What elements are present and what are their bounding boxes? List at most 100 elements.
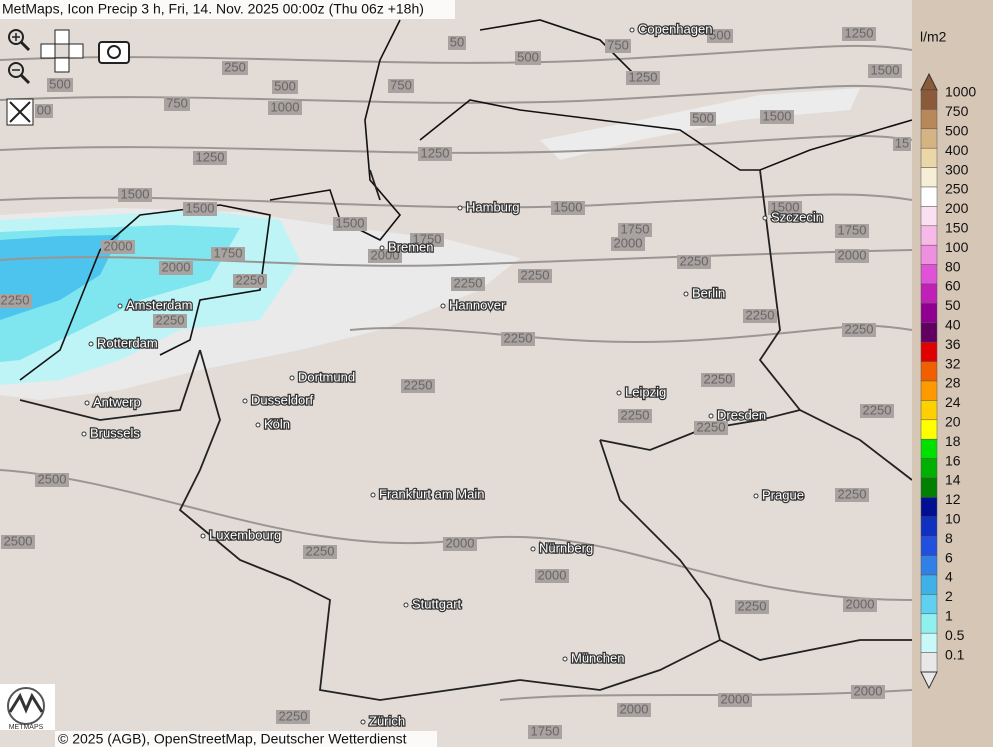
contour-label-bg xyxy=(193,151,227,165)
legend-swatch xyxy=(920,89,938,110)
contour-label: 1250 xyxy=(845,25,874,40)
city-dot xyxy=(379,245,385,251)
zoom-out[interactable] xyxy=(8,62,31,85)
contour-label-bg xyxy=(118,188,152,202)
zoom-in[interactable] xyxy=(8,29,31,52)
legend-label: 1 xyxy=(945,608,953,624)
legend-label: 150 xyxy=(945,220,969,236)
contour-label-bg xyxy=(35,104,53,118)
legend-swatch xyxy=(920,283,938,304)
contour-label: 500 xyxy=(49,76,71,91)
city-dot xyxy=(753,493,759,499)
city-dot xyxy=(683,291,689,297)
contour-label-bg xyxy=(183,202,217,216)
legend-unit: l/m2 xyxy=(920,29,947,45)
legend-swatch xyxy=(920,419,938,440)
city-dot xyxy=(117,303,123,309)
legend-swatch xyxy=(920,109,938,130)
legend-label: 2 xyxy=(945,588,953,604)
contour-label-bg xyxy=(515,51,541,65)
contour-label-bg xyxy=(835,249,869,263)
contour-label: 2250 xyxy=(1,292,30,307)
contour-label-bg xyxy=(707,29,733,43)
city-label: Prague xyxy=(762,487,804,502)
coastline xyxy=(19,19,913,381)
contour-label-bg xyxy=(551,201,585,215)
contour-label-bg xyxy=(233,274,267,288)
contour-label: 2250 xyxy=(704,371,733,386)
contour-label-bg xyxy=(418,147,452,161)
city-dot xyxy=(289,375,295,381)
city-label: Luxembourg xyxy=(209,527,281,542)
contour-label: 2000 xyxy=(721,691,750,706)
contour-label: 1750 xyxy=(214,245,243,260)
contour-label-bg xyxy=(518,269,552,283)
contour-label-bg xyxy=(535,569,569,583)
legend-swatch xyxy=(920,652,938,673)
fullscreen-button[interactable] xyxy=(6,98,34,126)
legend-swatch xyxy=(920,477,938,498)
city-label: Dortmund xyxy=(298,369,355,384)
contour-label-bg xyxy=(735,600,769,614)
city-label: Amsterdam xyxy=(126,297,192,312)
cities: Copenhagen Hamburg Bremen Szczecin Amsterdam… xyxy=(81,20,824,730)
legend-label: 60 xyxy=(945,278,961,294)
legend-swatch xyxy=(920,535,938,556)
contour-label: 2250 xyxy=(838,486,867,501)
contour-label: 1500 xyxy=(186,200,215,215)
legend-label: 40 xyxy=(945,317,961,333)
contour-label: 50 xyxy=(450,34,464,49)
city-label: Rotterdam xyxy=(97,335,158,350)
legend-label: 0.5 xyxy=(945,627,965,643)
contour-label: 2000 xyxy=(838,247,867,262)
contour-label: 2250 xyxy=(454,275,483,290)
legend-swatch xyxy=(920,574,938,595)
contour-label-bg xyxy=(611,237,645,251)
contour-label: 1500 xyxy=(771,199,800,214)
contour-label: 750 xyxy=(166,95,188,110)
contour-label-bg xyxy=(618,223,652,237)
contour-label-bg xyxy=(272,80,298,94)
city-dot xyxy=(530,546,536,552)
legend-label: 32 xyxy=(945,355,961,371)
contour-label: 2250 xyxy=(863,402,892,417)
contour-label: 750 xyxy=(607,37,629,52)
pan-control[interactable] xyxy=(40,29,84,73)
city-label: Leipzig xyxy=(625,384,666,399)
contour-label: 2250 xyxy=(746,307,775,322)
contour-label: 1750 xyxy=(413,231,442,246)
legend-swatch xyxy=(920,380,938,401)
city-dot xyxy=(255,422,261,428)
legend-label: 50 xyxy=(945,297,961,313)
contour-label: 2000 xyxy=(538,567,567,582)
contour-label: 00 xyxy=(37,102,51,117)
city-label: Nürnberg xyxy=(539,540,593,555)
logo-text: METMAPS xyxy=(9,724,44,731)
contour-label: 2250 xyxy=(156,312,185,327)
contour-label: 2250 xyxy=(504,330,533,345)
contour-label: 500 xyxy=(692,110,714,125)
city-label: Zürich xyxy=(369,713,405,728)
legend-label: 1000 xyxy=(945,84,976,100)
contour-label-bg xyxy=(690,112,716,126)
screenshot-button[interactable] xyxy=(98,41,130,64)
contour-label-bg xyxy=(448,36,466,50)
legend-label: 80 xyxy=(945,258,961,274)
city-dot xyxy=(81,431,87,437)
city-dot xyxy=(457,205,463,211)
legend-label: 500 xyxy=(945,123,969,139)
legend-label: 100 xyxy=(945,239,969,255)
contour-label-bg xyxy=(605,39,631,53)
contour-label-bg xyxy=(211,247,245,261)
legend-label: 250 xyxy=(945,181,969,197)
city-label: Köln xyxy=(264,416,290,431)
contour-label-bg xyxy=(268,101,302,115)
contour-label-bg xyxy=(1,535,35,549)
city-dot xyxy=(242,398,248,404)
contour-label-bg xyxy=(222,61,248,75)
city-dot xyxy=(762,215,768,221)
legend-label: 10 xyxy=(945,511,961,527)
city-dot xyxy=(200,533,206,539)
contour-label: 1500 xyxy=(121,186,150,201)
